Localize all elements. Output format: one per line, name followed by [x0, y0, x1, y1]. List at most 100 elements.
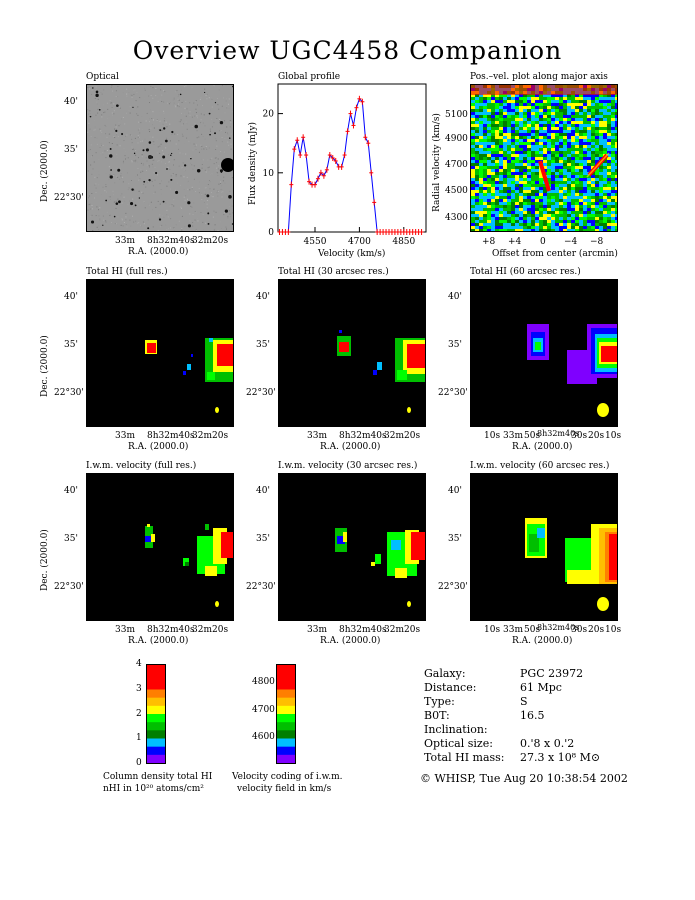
- colorbar-density-swatches: [147, 665, 165, 764]
- gp-data-point: [318, 169, 323, 176]
- r3a-ra-tick-2: 8h32m40s: [147, 625, 195, 635]
- panel-title-total-60: Total HI (60 arcsec res.): [470, 267, 581, 277]
- gp-data-point: [369, 169, 374, 176]
- r2c-ra-tick-2: 33m: [503, 431, 523, 441]
- r2a-ra-label: R.A. (2000.0): [128, 442, 189, 452]
- panel-title-vel-30: I.w.m. velocity (30 arcsec res.): [278, 461, 418, 471]
- gp-data-point: [333, 157, 338, 164]
- opt-dec-tick-2: 35': [64, 145, 78, 155]
- r2c-ra-tick-5: 30s: [571, 431, 588, 441]
- r3b-dec-tick-2: 35': [256, 534, 270, 544]
- panel-title-optical: Optical: [86, 72, 119, 82]
- r3c-ra-tick-1: 10s: [484, 625, 501, 635]
- cb2-tick-4600: 4600: [252, 732, 275, 742]
- r2c-ra-tick-4: 8h32m40s: [537, 429, 580, 438]
- r3c-dec-tick-3: 22°30': [438, 582, 468, 592]
- optical-stars: [87, 85, 233, 231]
- r3b-dec-tick-3: 22°30': [246, 582, 276, 592]
- r2b-dec-tick-2: 35': [256, 340, 270, 350]
- panel-title-vel-60: I.w.m. velocity (60 arcsec res.): [470, 461, 610, 471]
- gp-data-point: [339, 163, 344, 170]
- cb1-caption-1: Column density total HI: [103, 772, 213, 782]
- info-value-optical-size: 0.'8 x 0.'2: [520, 737, 575, 750]
- info-key-inclination: Inclination:: [424, 723, 488, 736]
- pv-plot: [470, 84, 618, 232]
- info-key-hi-mass: Total HI mass:: [424, 751, 505, 764]
- cb1-caption-2: nHI in 10²⁰ atoms/cm²: [103, 784, 204, 794]
- cb2-tick-4800: 4800: [252, 677, 275, 687]
- pv-y-tick-4: 4500: [445, 186, 468, 196]
- r2c-ra-tick-1: 10s: [484, 431, 501, 441]
- gp-data-point: [348, 110, 353, 117]
- cb1-tick-0: 0: [136, 758, 142, 768]
- r2c-ra-tick-7: 10s: [605, 431, 622, 441]
- map-total-30: [278, 279, 426, 427]
- r3a-ra-tick-3: 32m20s: [192, 625, 229, 635]
- r2c-ra-tick-3: 50s: [524, 431, 541, 441]
- gp-data-point: [315, 175, 320, 182]
- gp-data-point: [286, 229, 291, 235]
- vel-blob-full: [145, 524, 233, 607]
- panel-title-total-full: Total HI (full res.): [86, 267, 168, 277]
- r2-dec-label: Dec. (2000.0): [40, 335, 50, 397]
- gp-data-point: [357, 95, 362, 102]
- r3c-ra-tick-7: 10s: [605, 625, 622, 635]
- panel-title-vel-full: I.w.m. velocity (full res.): [86, 461, 197, 471]
- r2b-dec-tick-3: 22°30': [246, 388, 276, 398]
- info-value-distance: 61 Mpc: [520, 681, 562, 694]
- gp-series-line: [279, 97, 422, 233]
- vel-blob-60: [525, 518, 617, 611]
- blob-total-full: [145, 338, 233, 413]
- blob-total-30: [337, 330, 425, 413]
- pv-y-tick-2: 4900: [445, 134, 468, 144]
- gp-xtick-label: 4700: [348, 237, 371, 247]
- gp-data-point: [327, 152, 332, 159]
- cb2-caption-2: velocity field in km/s: [237, 784, 332, 794]
- gp-ytick-label: 0: [268, 228, 274, 238]
- blob-total-60: [527, 324, 617, 417]
- r2-dec-tick-3: 22°30': [54, 388, 84, 398]
- r2c-dec-tick-2: 35': [448, 340, 462, 350]
- r2a-ra-tick-3: 32m20s: [192, 431, 229, 441]
- gp-ytick-label: 20: [263, 110, 275, 120]
- pv-y-tick-3: 4700: [445, 160, 468, 170]
- r3b-ra-tick-3: 32m20s: [384, 625, 421, 635]
- panel-title-global-profile: Global profile: [278, 72, 341, 82]
- gp-data-point: [289, 181, 294, 188]
- r3c-ra-tick-2: 33m: [503, 625, 523, 635]
- offset-axis-label: Offset from center (arcmin): [492, 249, 618, 259]
- map-total-60: [470, 279, 618, 427]
- r2c-dec-tick-3: 22°30': [438, 388, 468, 398]
- cb1-tick-1: 1: [136, 733, 142, 743]
- pv-y-tick-1: 5100: [445, 110, 468, 120]
- r3b-ra-tick-1: 33m: [307, 625, 327, 635]
- r3-dec-tick-1: 40': [64, 486, 78, 496]
- colorbar-density: [146, 664, 166, 764]
- r2-dec-tick-1: 40': [64, 292, 78, 302]
- opt-ra-tick-1: 33m: [115, 236, 135, 246]
- gp-data-point: [354, 104, 359, 111]
- r3a-ra-tick-1: 33m: [115, 625, 135, 635]
- radial-velocity-label: Radial velocity (km/s): [432, 113, 442, 212]
- info-value-magnitude: 16.5: [520, 709, 545, 722]
- opt-ra-tick-2: 8h32m40s: [147, 236, 195, 246]
- gp-data-point: [342, 152, 347, 159]
- r3c-ra-tick-6: 20s: [588, 625, 605, 635]
- r2a-ra-tick-2: 8h32m40s: [147, 431, 195, 441]
- r3c-ra-tick-5: 30s: [571, 625, 588, 635]
- page-title: Overview UGC4458 Companion: [132, 36, 563, 65]
- r3c-ra-tick-4: 8h32m40s: [537, 623, 580, 632]
- pv-y-tick-5: 4300: [445, 213, 468, 223]
- info-key-magnitude: B0T:: [424, 709, 450, 722]
- gp-data-point: [324, 166, 329, 173]
- pv-x-tick-3: 0: [540, 237, 546, 247]
- gp-data-point: [360, 98, 365, 105]
- info-key-optical-size: Optical size:: [424, 737, 493, 750]
- cb1-tick-3: 3: [136, 684, 142, 694]
- global-profile-chart: 0 10 20 4550 4700 4850: [263, 83, 427, 247]
- info-value-hi-mass: 27.3 x 10⁸ M⊙: [520, 751, 601, 764]
- gp-data-point: [363, 134, 368, 141]
- gp-frame: [277, 83, 427, 233]
- r3c-dec-tick-2: 35': [448, 534, 462, 544]
- r3c-ra-label: R.A. (2000.0): [512, 636, 573, 646]
